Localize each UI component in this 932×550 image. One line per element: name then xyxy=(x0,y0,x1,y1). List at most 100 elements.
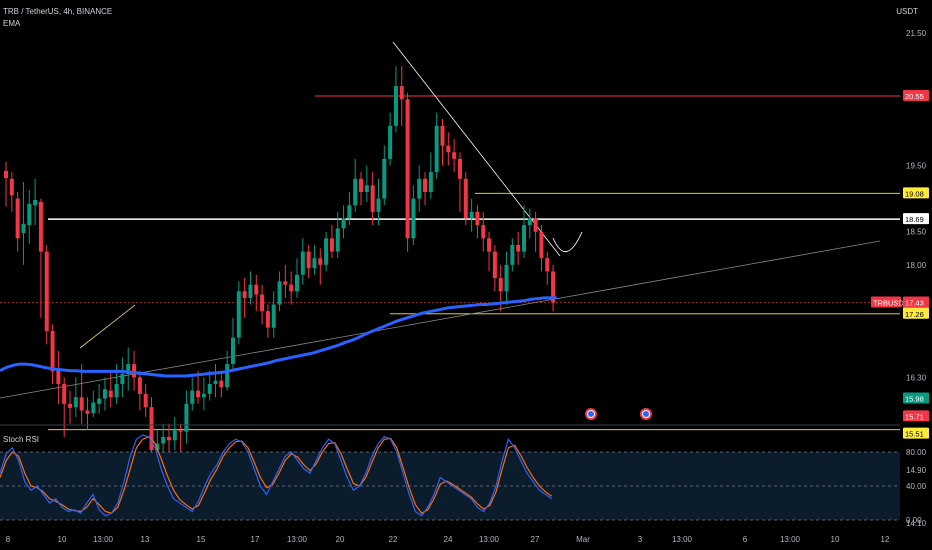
time-tick-label: 27 xyxy=(531,535,540,544)
candle xyxy=(126,347,131,391)
projection-curve[interactable] xyxy=(552,231,583,252)
candle xyxy=(510,238,515,272)
candle xyxy=(68,390,73,424)
time-tick-label: 13 xyxy=(141,535,150,544)
small-trendline[interactable] xyxy=(79,304,136,349)
candle xyxy=(428,152,433,199)
symbol-title[interactable]: TRB / TetherUS, 4h, BINANCE xyxy=(3,7,113,16)
candle xyxy=(143,383,148,418)
candle xyxy=(230,317,235,371)
candle xyxy=(492,244,497,292)
price-label-text: 15.98 xyxy=(905,395,924,404)
candle xyxy=(521,205,526,259)
candle xyxy=(38,198,43,318)
candle xyxy=(457,152,462,212)
time-tick-label: Mar xyxy=(576,535,590,544)
horizontal-levels xyxy=(0,95,900,431)
candle xyxy=(4,161,8,207)
candle xyxy=(417,165,422,212)
candle xyxy=(79,364,84,424)
candle xyxy=(527,208,532,239)
candle xyxy=(533,211,538,252)
time-tick-label: 13:00 xyxy=(479,535,500,544)
price-axis[interactable]: 21.5019.5018.5018.0016.3015.7514.9014.10… xyxy=(871,29,929,528)
price-label: 18.69 xyxy=(903,213,929,225)
stoch-rsi-label[interactable]: Stoch RSI xyxy=(3,435,40,444)
price-tick-label: 18.00 xyxy=(906,261,927,270)
candle xyxy=(62,377,67,437)
candle xyxy=(108,370,113,408)
trend-drawings xyxy=(0,41,881,399)
candle xyxy=(405,92,410,252)
stoch-rsi-pane xyxy=(0,434,900,521)
time-axis[interactable]: 8 10 13:00 13 15 17 13:00 20 22 24 13:00 27 Mar 3 13:0… xyxy=(6,535,890,544)
candle xyxy=(248,271,253,305)
candle xyxy=(335,211,340,259)
candle xyxy=(184,390,189,444)
candle xyxy=(551,264,556,312)
candle xyxy=(469,198,474,232)
candle xyxy=(370,172,375,226)
candle xyxy=(452,139,457,173)
price-label: 15.98 xyxy=(903,392,929,404)
event-markers[interactable] xyxy=(585,408,652,420)
candle xyxy=(475,205,480,239)
candle xyxy=(102,377,107,411)
candle xyxy=(236,281,241,345)
candle xyxy=(242,278,247,318)
price-label: 15.71 xyxy=(903,410,929,422)
candle xyxy=(382,145,387,206)
candle xyxy=(312,244,317,275)
candle xyxy=(260,284,265,325)
candle xyxy=(15,191,20,252)
time-tick-label: 8 xyxy=(6,535,11,544)
candle xyxy=(73,377,78,418)
price-tick-label: 18.50 xyxy=(906,228,927,237)
rsi-tick-label: 0.00 xyxy=(906,516,922,525)
event-flag-icon[interactable] xyxy=(640,408,652,420)
time-tick-label: 17 xyxy=(251,535,260,544)
rsi-tick-label: 40.00 xyxy=(906,482,927,491)
time-tick-label: 20 xyxy=(336,535,345,544)
candle xyxy=(137,370,142,411)
candle xyxy=(516,231,521,265)
time-tick-label: 6 xyxy=(743,535,748,544)
candle xyxy=(196,370,201,404)
price-label: 17.43 xyxy=(903,296,929,308)
long-trendline[interactable] xyxy=(0,240,881,399)
price-tick-label: 14.10 xyxy=(906,519,927,528)
price-label-text: 20.55 xyxy=(905,92,924,101)
time-tick-label: 22 xyxy=(389,535,398,544)
price-tick-label: 19.50 xyxy=(906,162,927,171)
price-label-text: 17.26 xyxy=(905,310,924,319)
candle xyxy=(132,350,137,391)
candle xyxy=(120,357,125,398)
time-tick-label: 3 xyxy=(638,535,643,544)
time-tick-label: 13:00 xyxy=(780,535,801,544)
event-flag-icon[interactable] xyxy=(585,408,597,420)
price-label-text: 15.51 xyxy=(905,430,924,439)
candle xyxy=(289,271,294,305)
ema-indicator-label[interactable]: EMA xyxy=(3,19,21,28)
currency-label: USDT xyxy=(896,7,918,16)
candle xyxy=(295,258,299,298)
time-tick-label: 10 xyxy=(831,535,840,544)
price-label-text: 19.08 xyxy=(905,189,924,198)
candle xyxy=(201,377,206,411)
candle xyxy=(300,238,305,285)
candle xyxy=(9,172,14,212)
price-tick-label: 14.90 xyxy=(906,466,927,475)
price-label: 15.51 xyxy=(903,427,929,439)
candle xyxy=(364,165,369,202)
candle xyxy=(97,383,102,414)
candle xyxy=(283,264,288,298)
price-label: 19.08 xyxy=(903,187,929,199)
candle xyxy=(434,112,439,179)
descending-trendline[interactable] xyxy=(392,41,561,257)
candle xyxy=(341,205,346,239)
candle xyxy=(324,231,329,272)
candle xyxy=(166,423,171,457)
candle xyxy=(306,244,311,279)
price-label: 20.55 xyxy=(903,90,929,101)
